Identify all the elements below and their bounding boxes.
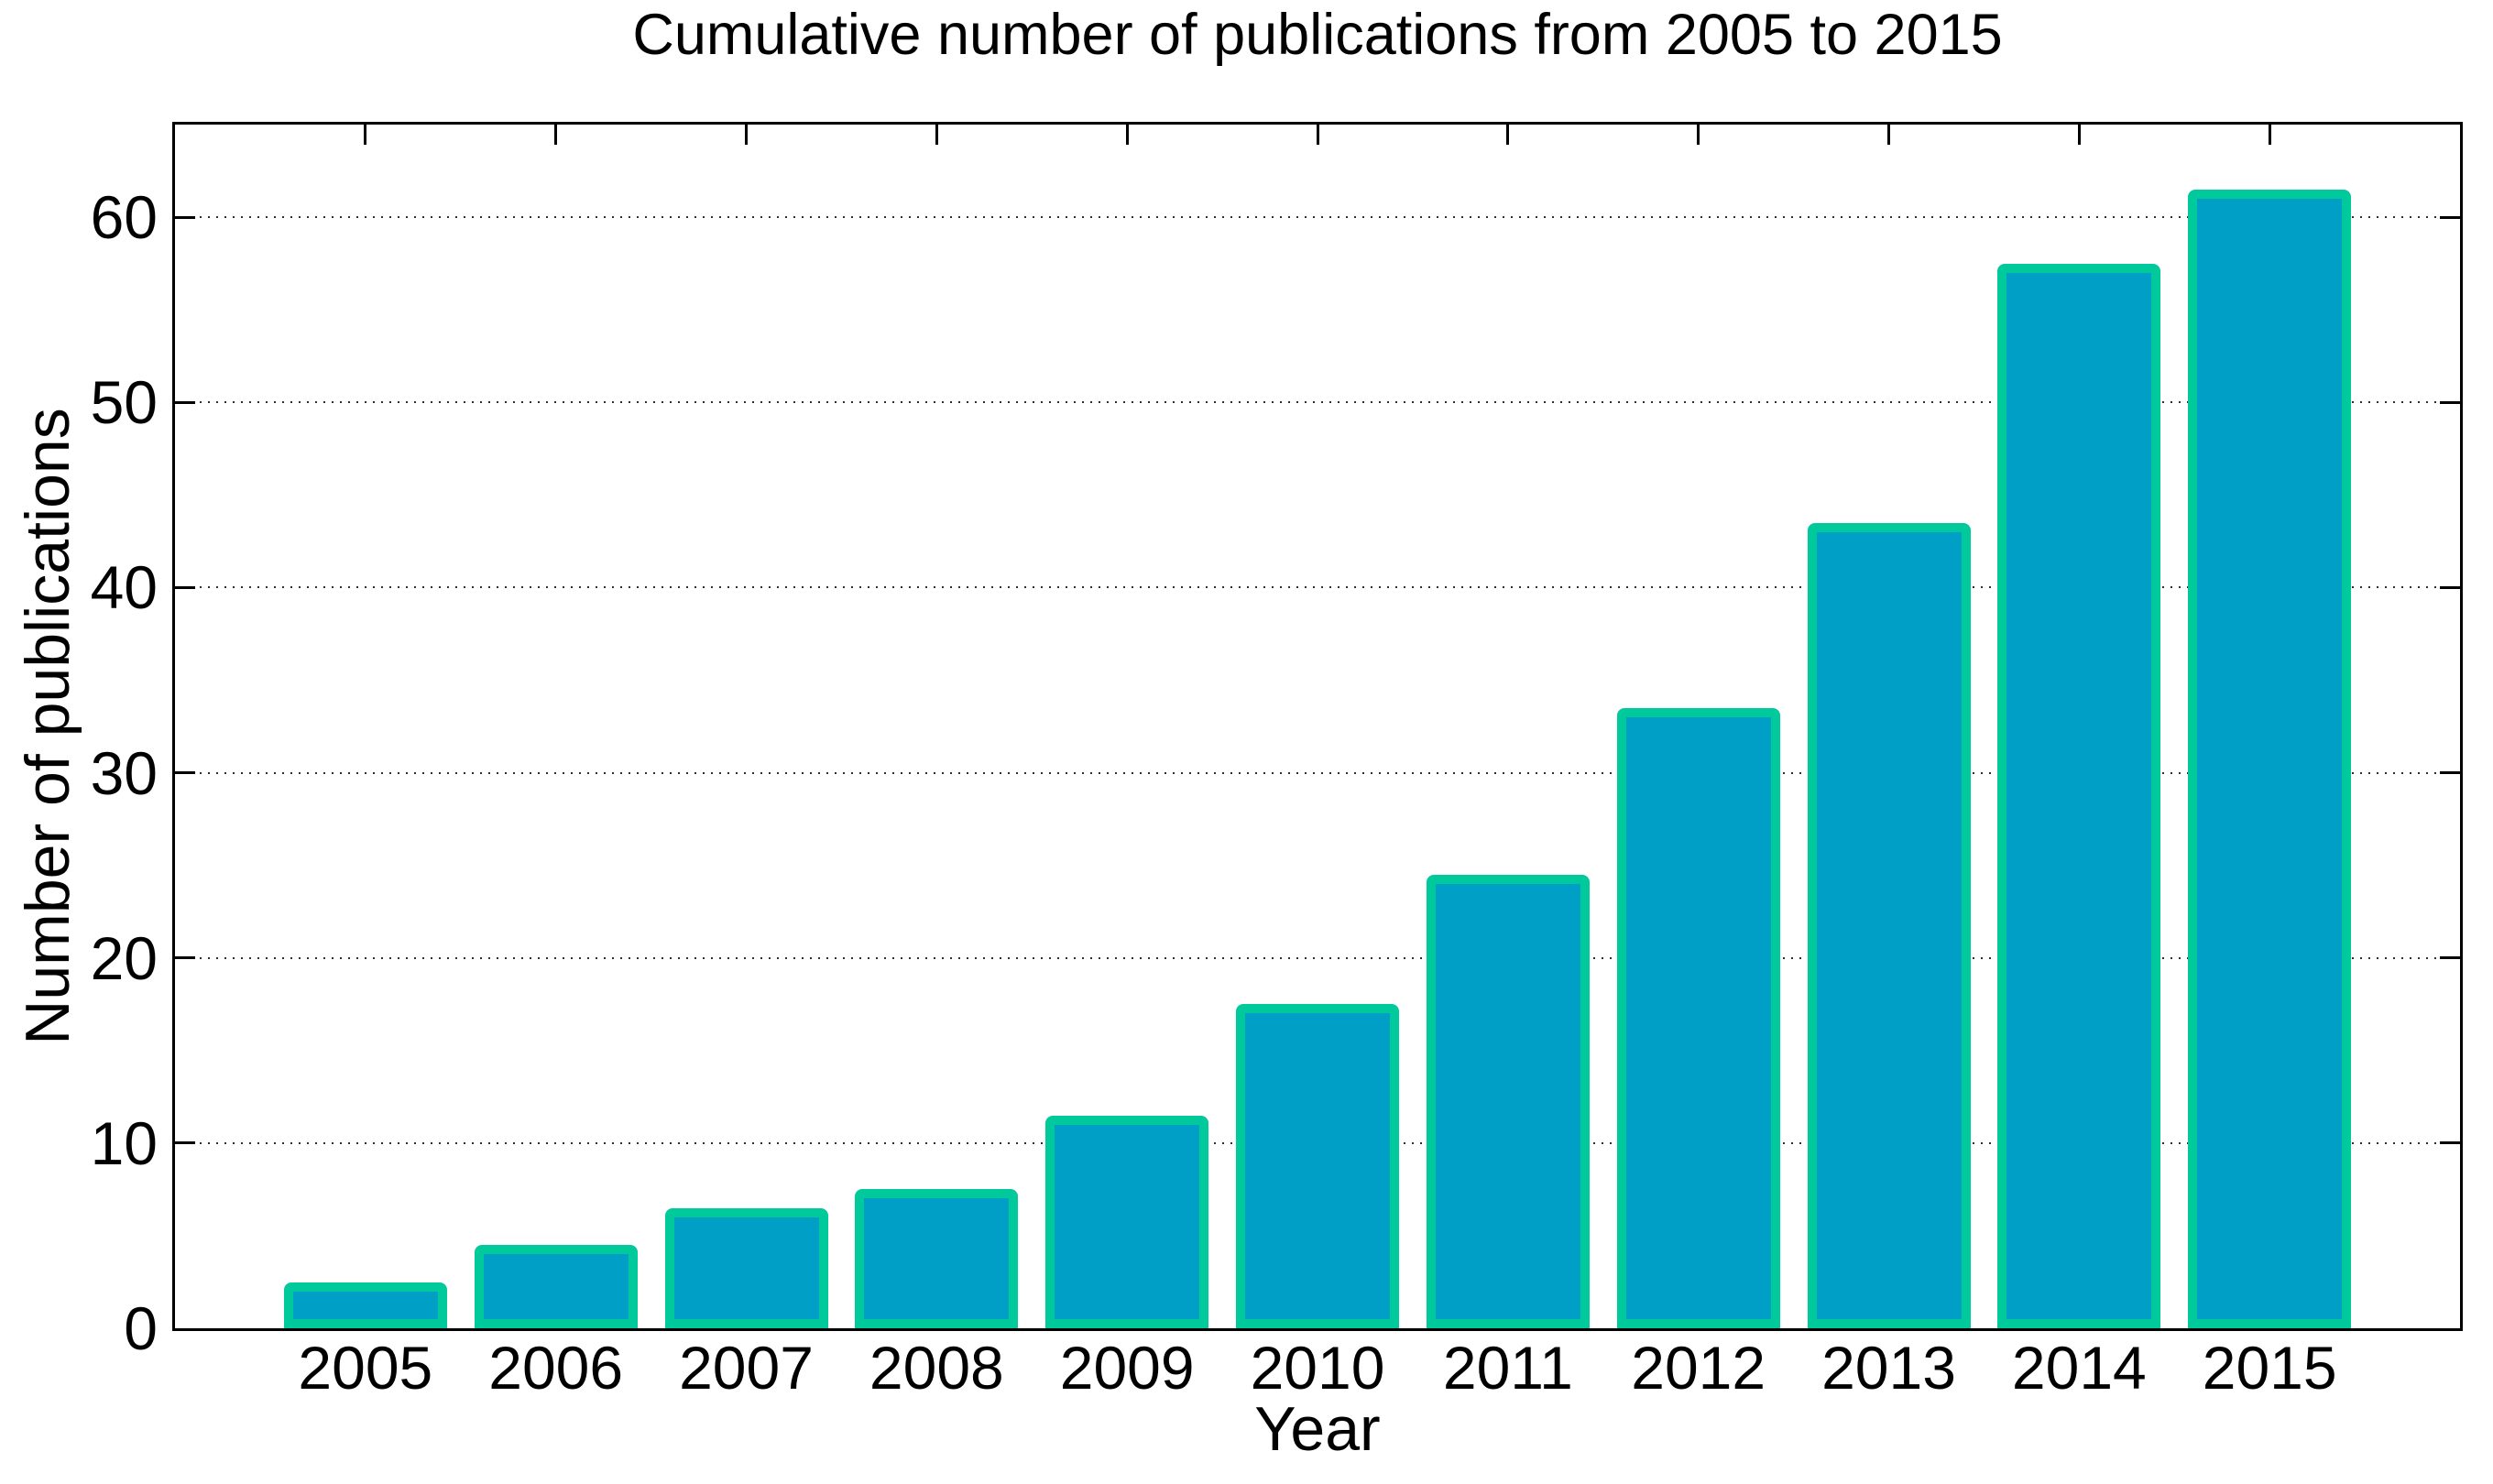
x-tick-mark-top-2009 bbox=[1125, 125, 1129, 145]
x-tick-mark-top-2012 bbox=[1697, 125, 1700, 145]
bar-2012 bbox=[1616, 707, 1780, 1328]
x-tick-label-2013: 2013 bbox=[1821, 1334, 1956, 1402]
x-tick-mark-top-2014 bbox=[2077, 125, 2081, 145]
y-tick-mark-right-30 bbox=[2440, 771, 2460, 775]
x-tick-mark-top-2007 bbox=[745, 125, 748, 145]
x-tick-mark-top-2011 bbox=[1506, 125, 1510, 145]
bar-2014 bbox=[1997, 263, 2161, 1328]
chart-title: Cumulative number of publications from 2… bbox=[632, 3, 2003, 67]
bar-2008 bbox=[855, 1189, 1019, 1328]
y-tick-mark-left-10 bbox=[175, 1141, 195, 1145]
y-tick-label-60: 60 bbox=[90, 183, 158, 252]
bar-2009 bbox=[1045, 1115, 1209, 1328]
bar-2015 bbox=[2188, 189, 2352, 1328]
y-tick-mark-right-40 bbox=[2440, 585, 2460, 589]
y-tick-mark-left-30 bbox=[175, 771, 195, 775]
gridline-y-60 bbox=[175, 216, 2460, 219]
x-tick-label-2007: 2007 bbox=[679, 1334, 814, 1402]
x-tick-label-2015: 2015 bbox=[2202, 1334, 2337, 1402]
y-tick-label-30: 30 bbox=[90, 738, 158, 807]
y-tick-label-40: 40 bbox=[90, 553, 158, 622]
gridline-y-40 bbox=[175, 586, 2460, 589]
x-tick-mark-top-2013 bbox=[1887, 125, 1890, 145]
y-tick-mark-right-60 bbox=[2440, 215, 2460, 219]
y-tick-mark-right-10 bbox=[2440, 1141, 2460, 1145]
x-tick-label-2008: 2008 bbox=[869, 1334, 1004, 1402]
bar-2010 bbox=[1236, 1004, 1399, 1328]
y-tick-mark-right-20 bbox=[2440, 956, 2460, 960]
x-axis-label: Year bbox=[1254, 1394, 1381, 1464]
y-tick-mark-right-50 bbox=[2440, 400, 2460, 404]
y-tick-label-50: 50 bbox=[90, 368, 158, 437]
y-tick-mark-left-60 bbox=[175, 215, 195, 219]
y-tick-mark-left-40 bbox=[175, 585, 195, 589]
bar-2013 bbox=[1807, 522, 1971, 1328]
plot-area bbox=[172, 122, 2463, 1331]
y-tick-mark-left-50 bbox=[175, 400, 195, 404]
bar-2007 bbox=[664, 1207, 828, 1328]
x-tick-label-2005: 2005 bbox=[298, 1334, 433, 1402]
x-tick-label-2012: 2012 bbox=[1631, 1334, 1766, 1402]
y-tick-label-20: 20 bbox=[90, 923, 158, 992]
gridline-y-20 bbox=[175, 956, 2460, 959]
bar-2005 bbox=[283, 1282, 447, 1328]
y-tick-label-10: 10 bbox=[90, 1108, 158, 1177]
y-tick-mark-left-20 bbox=[175, 956, 195, 960]
gridline-y-30 bbox=[175, 771, 2460, 774]
x-tick-label-2009: 2009 bbox=[1059, 1334, 1195, 1402]
x-tick-mark-top-2005 bbox=[364, 125, 367, 145]
x-tick-mark-top-2015 bbox=[2268, 125, 2271, 145]
bar-2006 bbox=[474, 1245, 638, 1328]
y-tick-label-0: 0 bbox=[124, 1294, 158, 1362]
x-tick-label-2010: 2010 bbox=[1250, 1334, 1385, 1402]
x-tick-label-2011: 2011 bbox=[1442, 1334, 1573, 1402]
x-tick-label-2006: 2006 bbox=[488, 1334, 624, 1402]
x-tick-mark-top-2010 bbox=[1316, 125, 1319, 145]
gridline-y-50 bbox=[175, 401, 2460, 404]
bar-2011 bbox=[1426, 874, 1590, 1328]
x-tick-mark-top-2006 bbox=[554, 125, 558, 145]
x-tick-label-2014: 2014 bbox=[2011, 1334, 2147, 1402]
x-tick-mark-top-2008 bbox=[935, 125, 938, 145]
